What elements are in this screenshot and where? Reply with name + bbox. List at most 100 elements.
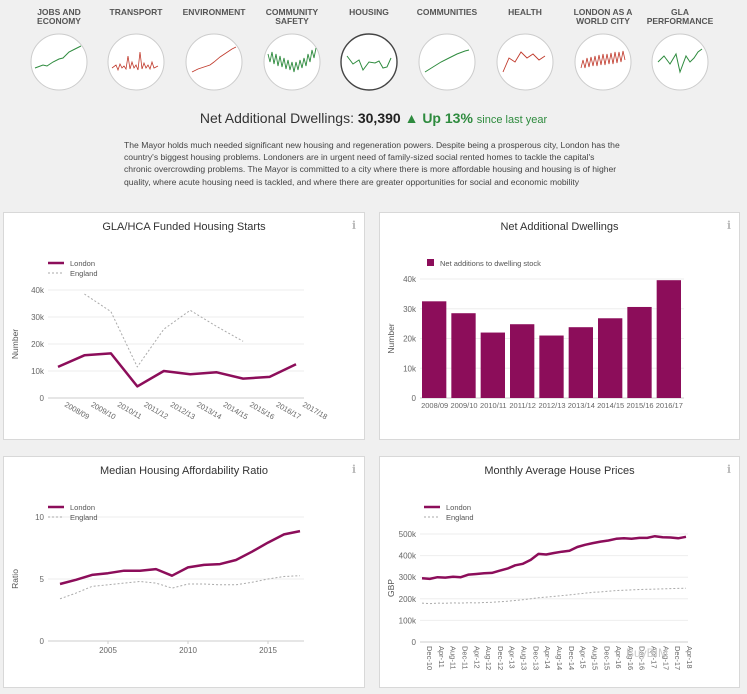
- environment-sparkline-icon: [185, 33, 243, 91]
- x-tick-label: 2010/11: [480, 401, 507, 410]
- nav-jobs-economy[interactable]: JOBS AND ECONOMY: [19, 8, 99, 92]
- y-tick-label: 500k: [399, 530, 417, 539]
- x-tick-label: 2009/10: [450, 401, 477, 410]
- y-tick-label: 30k: [31, 313, 45, 322]
- nav-label: TRANSPORT: [109, 7, 163, 17]
- x-tick-label: 2013/14: [195, 400, 223, 421]
- y-axis-label: Number: [386, 323, 396, 353]
- affordability-panel: Median Housing Affordability Ratio i 0 5 1…: [3, 456, 365, 688]
- x-tick-label: Dec-15: [602, 646, 611, 670]
- health-sparkline-icon: [496, 33, 554, 91]
- x-tick-label: Dec-11: [460, 646, 469, 670]
- nav-label: COMMUNITIES: [416, 7, 478, 17]
- y-axis-label: Ratio: [10, 569, 20, 589]
- x-tick-label: 2015: [259, 646, 277, 655]
- x-tick-label: 2015/16: [248, 400, 276, 421]
- y-tick-label: 300k: [399, 573, 417, 582]
- x-tick-label: 2008/09: [63, 400, 91, 421]
- london-series-line: [59, 529, 301, 586]
- bar-2014/15: [598, 318, 623, 398]
- legend-label: London: [70, 503, 95, 512]
- y-tick-label: 400k: [399, 552, 417, 561]
- headline-label: Net Additional Dwellings:: [199, 110, 354, 126]
- x-tick-label: Apr-11: [437, 646, 446, 668]
- info-icon[interactable]: i: [726, 463, 731, 476]
- x-tick-label: 2014/15: [597, 401, 624, 410]
- x-tick-label: Apr-13: [508, 646, 517, 669]
- legend-label: England: [70, 513, 98, 522]
- nav-environment[interactable]: ENVIRONMENT: [174, 8, 254, 92]
- bar-2015/16: [627, 306, 652, 398]
- x-tick-label: Aug-13: [520, 646, 529, 670]
- x-tick-label: 2017/18: [301, 400, 329, 421]
- london-series-line: [421, 534, 687, 581]
- nav-health[interactable]: HEALTH: [485, 8, 565, 92]
- legend-label: Net additions to dwelling stock: [440, 259, 541, 268]
- bar-2011/12: [510, 324, 535, 398]
- bar-2009/10: [451, 313, 476, 398]
- x-tick-label: Aug-14: [555, 646, 564, 670]
- x-tick-label: 2016/17: [656, 401, 683, 410]
- headline: Net Additional Dwellings: 30,390 ▲ Up 13…: [0, 110, 747, 126]
- nav-label: HOUSING: [349, 7, 389, 17]
- info-icon[interactable]: i: [726, 219, 731, 232]
- watermark: BuyBIM: [626, 646, 669, 660]
- nav-gla-performance[interactable]: GLA PERFORMANCE: [640, 8, 720, 92]
- y-tick-label: 10: [35, 513, 44, 522]
- info-icon[interactable]: i: [351, 463, 356, 476]
- y-tick-label: 0: [40, 394, 45, 403]
- y-tick-label: 40k: [31, 286, 45, 295]
- panel-title: Monthly Average House Prices: [484, 465, 635, 477]
- bar-2013/14: [568, 327, 593, 398]
- legend-label: England: [70, 269, 98, 278]
- jobs-economy-sparkline-icon: [30, 33, 88, 91]
- nav-london-world-city[interactable]: LONDON AS A WORLD CITY: [563, 8, 643, 92]
- y-tick-label: 30k: [403, 305, 417, 314]
- nav-label: GLA PERFORMANCE: [646, 7, 714, 26]
- x-tick-label: Apr-17: [650, 646, 659, 669]
- x-tick-label: 2016/17: [275, 400, 303, 421]
- x-tick-label: Dec-16: [638, 646, 647, 670]
- nav-label: LONDON AS A WORLD CITY: [573, 7, 633, 26]
- x-tick-label: Dec-10: [425, 646, 434, 670]
- x-tick-label: Aug-11: [449, 646, 458, 670]
- headline-change: ▲ Up 13%: [404, 110, 473, 126]
- info-icon[interactable]: i: [351, 219, 356, 232]
- y-tick-label: 0: [40, 637, 45, 646]
- topic-nav: JOBS AND ECONOMY TRANSPORT ENVIRONMENT C…: [0, 0, 747, 100]
- x-tick-label: 2011/12: [509, 401, 536, 410]
- y-tick-label: 10k: [403, 364, 417, 373]
- x-tick-label: 2010: [179, 646, 197, 655]
- x-tick-label: Aug-15: [590, 646, 599, 670]
- legend-swatch: [427, 259, 434, 266]
- x-tick-label: 2008/09: [421, 401, 448, 410]
- nav-community-safety[interactable]: COMMUNITY SAFETY: [252, 8, 332, 92]
- x-tick-label: Apr-15: [579, 646, 588, 669]
- x-tick-label: Aug-12: [484, 646, 493, 670]
- x-tick-label: 2012/13: [538, 401, 565, 410]
- y-tick-label: 40k: [403, 275, 417, 284]
- nav-transport[interactable]: TRANSPORT: [96, 8, 176, 92]
- london-series-line: [57, 352, 297, 388]
- nav-communities[interactable]: COMMUNITIES: [407, 8, 487, 92]
- headline-since: since last year: [476, 114, 548, 126]
- england-series-line: [84, 293, 244, 368]
- x-tick-label: 2010/11: [116, 400, 144, 421]
- nav-housing[interactable]: HOUSING: [329, 8, 409, 92]
- bar-2016/17: [656, 280, 681, 398]
- housing-starts-chart: 010k20k30k40kNumberLondonEngland2008/092…: [10, 259, 329, 421]
- legend-label: London: [70, 259, 95, 268]
- x-tick-label: Apr-14: [543, 646, 552, 669]
- x-tick-label: Dec-14: [567, 646, 576, 670]
- nav-label: ENVIRONMENT: [182, 7, 246, 17]
- y-tick-label: 20k: [403, 335, 417, 344]
- communities-sparkline-icon: [418, 33, 476, 91]
- panel-title: Net Additional Dwellings: [500, 221, 619, 233]
- x-tick-label: Aug-16: [626, 646, 635, 670]
- y-axis-label: GBP: [386, 579, 396, 597]
- y-tick-label: 0: [412, 394, 417, 403]
- world-city-sparkline-icon: [574, 33, 632, 91]
- net-dwellings-chart: 0 10k 20k 30k 40k Number Net additions to dwel…: [386, 259, 684, 410]
- transport-sparkline-icon: [107, 33, 165, 91]
